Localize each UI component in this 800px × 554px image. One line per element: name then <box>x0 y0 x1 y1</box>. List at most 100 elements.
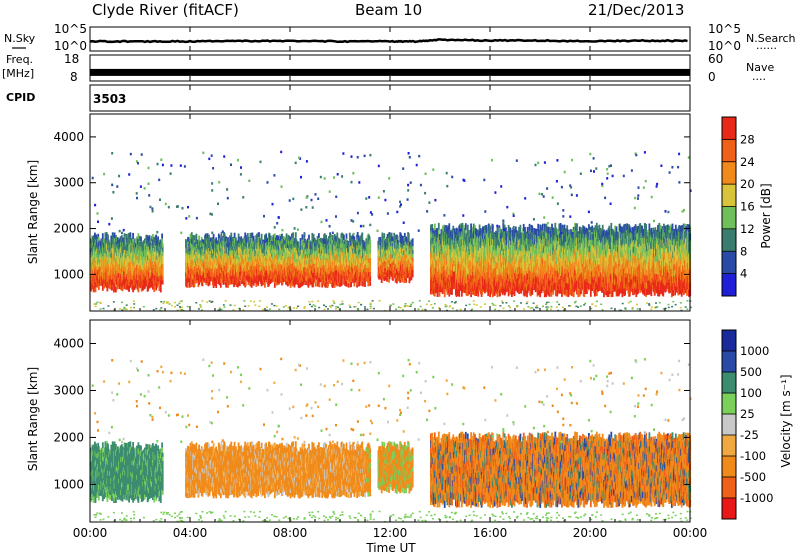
power-cell <box>452 225 455 232</box>
power-cell <box>204 238 207 244</box>
power-cell <box>293 282 296 288</box>
power-cell <box>225 236 227 242</box>
power-cell <box>129 276 132 283</box>
power-cell <box>354 278 356 283</box>
power-cell <box>219 282 222 288</box>
power-cell <box>260 281 263 287</box>
date-title: 21/Dec/2013 <box>588 1 684 19</box>
power-cell <box>244 281 247 287</box>
nsky-label: N.Sky <box>4 32 36 45</box>
power-cell <box>137 233 140 240</box>
power-cell <box>393 237 396 242</box>
power-cell <box>246 233 249 238</box>
power-cell <box>343 234 345 240</box>
power-cell <box>250 282 253 288</box>
power-cell <box>462 225 465 232</box>
power-cell <box>398 277 400 282</box>
power-cell <box>247 236 250 242</box>
power-cell <box>97 284 100 291</box>
power-cell <box>384 238 387 243</box>
power-cell <box>201 281 204 287</box>
power-cell <box>434 286 437 294</box>
power-cell <box>285 280 287 285</box>
power-cell <box>347 283 350 288</box>
power-cell <box>252 280 255 286</box>
power-cell <box>440 229 443 236</box>
power-cell <box>128 232 130 239</box>
power-cell <box>264 282 266 288</box>
power-cell <box>207 277 210 282</box>
power-cell <box>113 238 116 244</box>
power-cell <box>140 236 142 242</box>
power-cell <box>405 236 407 242</box>
power-cell <box>244 232 247 238</box>
power-cell <box>235 237 237 242</box>
power-cell <box>125 234 128 240</box>
freq-right-tick-top: 60 <box>708 52 723 66</box>
power-cell <box>325 238 328 244</box>
power-cell <box>360 280 363 286</box>
power-cell <box>153 286 156 293</box>
power-cell <box>352 238 354 244</box>
power-cell <box>292 232 295 238</box>
power-cell <box>265 233 268 239</box>
power-cell <box>111 285 113 291</box>
power-cell <box>410 239 413 244</box>
power-cell <box>161 276 164 281</box>
power-cell <box>390 232 393 238</box>
power-cell <box>117 237 119 243</box>
power-cell <box>230 237 233 243</box>
freq-left-tick-top: 18 <box>64 52 79 66</box>
power-cell <box>198 280 200 285</box>
power-cell <box>295 239 298 244</box>
power-cell <box>117 240 120 245</box>
power-cell <box>106 285 109 292</box>
power-cell <box>401 278 404 283</box>
power-cell <box>264 250 267 254</box>
power-cell <box>279 236 282 241</box>
power-cell <box>333 277 336 283</box>
power-cell <box>249 233 252 239</box>
power-cell <box>381 232 384 238</box>
power-cell <box>199 240 202 245</box>
power-cell <box>225 282 227 288</box>
power-cell <box>197 277 200 283</box>
power-cell <box>315 239 318 244</box>
power-cell <box>410 276 413 281</box>
noise-right-tick-bottom: 10^0 <box>708 39 741 53</box>
power-cell <box>316 235 319 241</box>
power-cell <box>192 240 194 245</box>
freq-left-tick-bottom: 8 <box>70 70 78 84</box>
power-cell <box>148 235 151 241</box>
power-cell <box>312 282 314 288</box>
power-cell <box>159 287 162 293</box>
power-cell <box>388 274 391 280</box>
power-cell <box>152 234 154 240</box>
power-cell <box>405 278 407 283</box>
power-cell <box>312 234 315 239</box>
power-cell <box>289 236 292 242</box>
power-cell <box>368 236 371 241</box>
power-cell <box>358 280 361 286</box>
power-cell <box>155 234 158 241</box>
power-cell <box>256 279 258 285</box>
power-cell <box>113 232 116 239</box>
power-cell <box>287 281 289 287</box>
power-cell <box>378 275 380 280</box>
power-cell <box>256 233 258 239</box>
power-cell <box>409 277 411 281</box>
power-cell <box>190 281 193 287</box>
freq-right-tick-bottom: 0 <box>708 70 716 84</box>
power-cell <box>323 233 326 239</box>
power-cell <box>407 233 410 238</box>
power-cell <box>394 234 397 240</box>
power-cell <box>408 279 411 284</box>
nsearch-dots: ...... <box>756 39 777 52</box>
power-cell <box>255 281 258 287</box>
power-cell <box>436 290 439 297</box>
power-cell <box>433 223 436 231</box>
power-cell <box>411 261 414 266</box>
cpid-label: CPID <box>6 91 35 104</box>
power-cell <box>215 277 218 283</box>
power-cell <box>242 281 245 286</box>
